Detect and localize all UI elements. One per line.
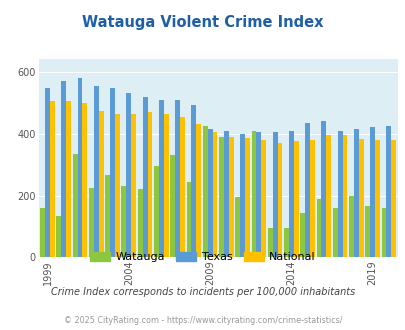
Text: © 2025 CityRating.com - https://www.cityrating.com/crime-statistics/: © 2025 CityRating.com - https://www.city… (64, 316, 341, 325)
Bar (364, 206, 369, 257)
Bar (207, 129, 212, 257)
Bar (77, 78, 82, 257)
Bar (267, 228, 272, 257)
Bar (126, 92, 131, 257)
Bar (170, 155, 175, 257)
Bar (300, 213, 305, 257)
Bar (98, 111, 103, 257)
Bar (219, 137, 224, 257)
Bar (326, 135, 330, 257)
Bar (137, 189, 142, 257)
Bar (321, 121, 326, 257)
Bar (277, 143, 282, 257)
Bar (293, 141, 298, 257)
Bar (82, 103, 87, 257)
Bar (110, 88, 115, 257)
Legend: Watauga, Texas, National: Watauga, Texas, National (85, 248, 320, 267)
Bar (45, 88, 50, 257)
Bar (358, 139, 363, 257)
Bar (272, 132, 277, 257)
Bar (115, 114, 119, 257)
Bar (235, 197, 240, 257)
Bar (316, 199, 321, 257)
Bar (390, 140, 395, 257)
Bar (158, 100, 163, 257)
Bar (309, 140, 314, 257)
Bar (288, 131, 293, 257)
Bar (121, 186, 126, 257)
Bar (94, 86, 98, 257)
Bar (66, 101, 71, 257)
Bar (256, 132, 261, 257)
Bar (175, 100, 179, 257)
Bar (163, 114, 168, 257)
Bar (251, 131, 256, 257)
Bar (386, 126, 390, 257)
Bar (212, 132, 217, 257)
Bar (131, 114, 136, 257)
Bar (40, 208, 45, 257)
Bar (224, 131, 228, 257)
Bar (305, 123, 309, 257)
Bar (72, 154, 77, 257)
Bar (142, 97, 147, 257)
Bar (105, 176, 110, 257)
Bar (186, 182, 191, 257)
Bar (342, 135, 347, 257)
Bar (179, 116, 184, 257)
Bar (240, 134, 245, 257)
Bar (202, 126, 207, 257)
Bar (353, 129, 358, 257)
Bar (228, 137, 233, 257)
Bar (50, 101, 55, 257)
Bar (196, 124, 200, 257)
Bar (61, 81, 66, 257)
Bar (374, 140, 379, 257)
Text: Crime Index corresponds to incidents per 100,000 inhabitants: Crime Index corresponds to incidents per… (51, 287, 354, 297)
Bar (245, 138, 249, 257)
Bar (381, 208, 386, 257)
Bar (89, 188, 94, 257)
Bar (153, 166, 158, 257)
Bar (147, 112, 152, 257)
Bar (191, 105, 196, 257)
Bar (284, 228, 288, 257)
Bar (337, 131, 342, 257)
Bar (56, 215, 61, 257)
Bar (261, 140, 266, 257)
Bar (348, 195, 353, 257)
Bar (332, 208, 337, 257)
Text: Watauga Violent Crime Index: Watauga Violent Crime Index (82, 15, 323, 30)
Bar (369, 127, 374, 257)
